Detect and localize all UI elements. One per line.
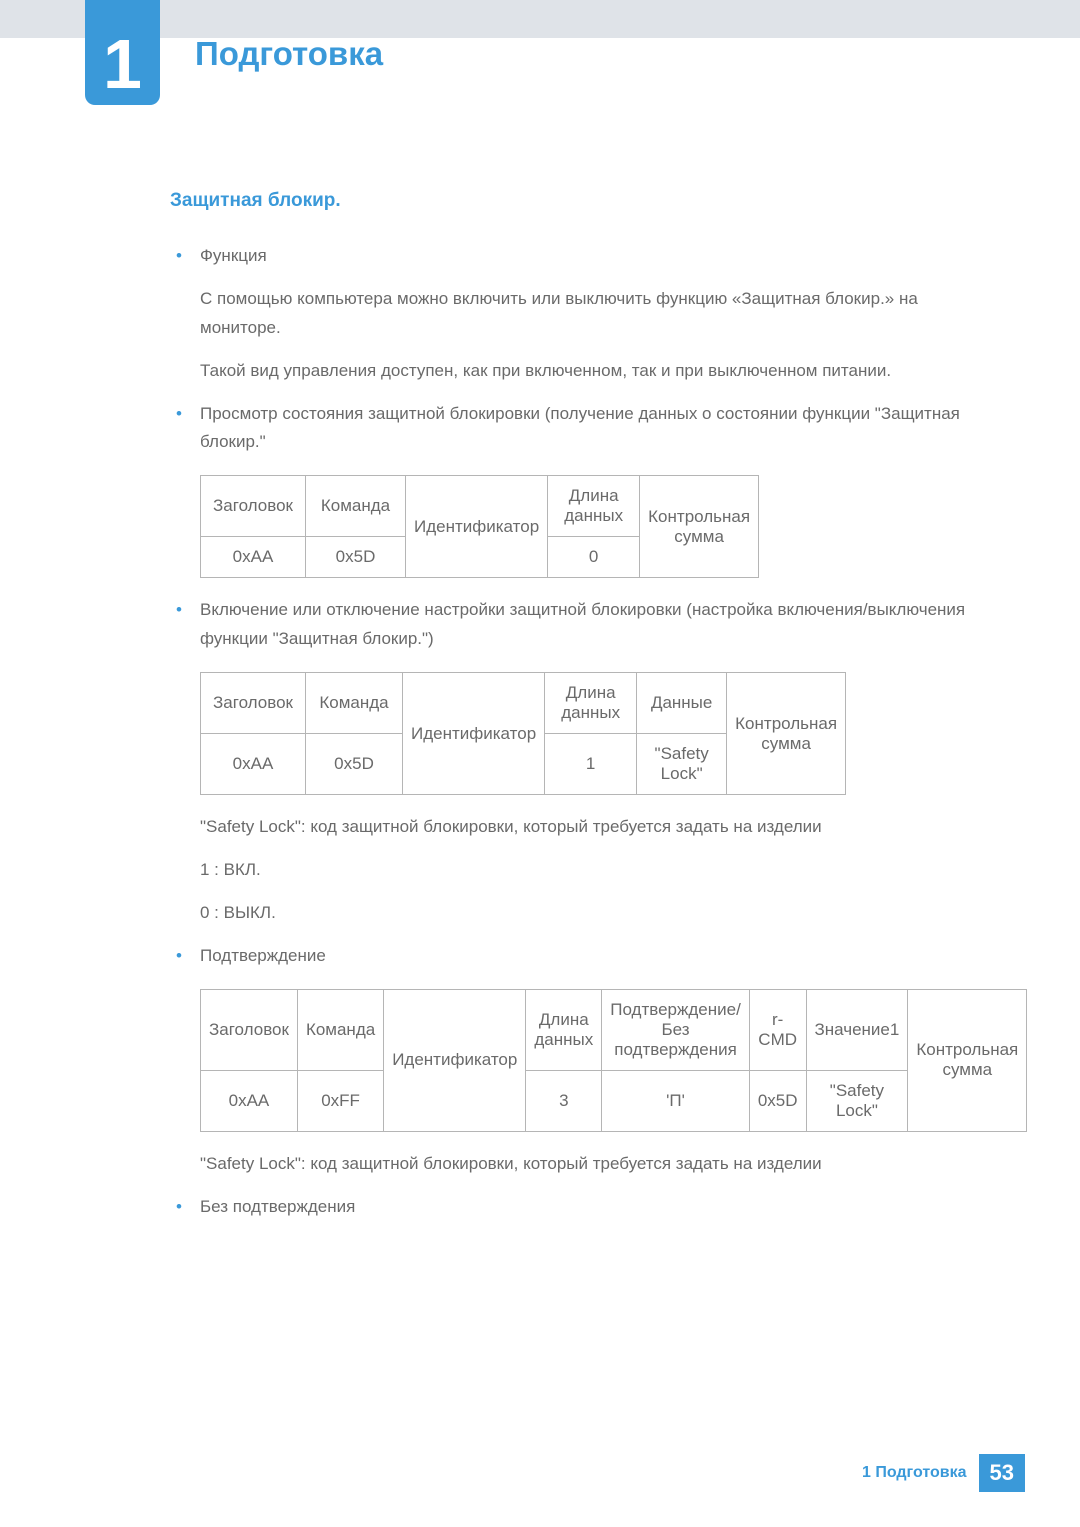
table-set: Заголовок Команда Идентификатор Длина да… (200, 672, 846, 795)
section-heading: Защитная блокир. (170, 190, 970, 212)
cell: Длина данных (526, 989, 602, 1070)
bullet-function: Функция (170, 242, 970, 271)
bullet-ack: Подтверждение (170, 942, 970, 971)
bullet-nak: Без подтверждения (170, 1193, 970, 1222)
cell: 'П' (602, 1070, 750, 1131)
cell: Контрольная сумма (908, 989, 1027, 1131)
chapter-badge: 1 (85, 0, 160, 105)
page-number: 53 (979, 1454, 1025, 1492)
cell: Контрольная сумма (640, 476, 759, 578)
cell: 0x5D (749, 1070, 806, 1131)
cell: Идентификатор (406, 476, 548, 578)
cell: Данные (637, 673, 727, 734)
footer-text: 1 Подготовка (862, 1464, 967, 1482)
cell: Длина данных (545, 673, 637, 734)
table-view: Заголовок Команда Идентификатор Длина да… (200, 475, 759, 578)
cell: Команда (297, 989, 383, 1070)
cell: 0x5D (306, 734, 403, 795)
cell: 3 (526, 1070, 602, 1131)
cell: "Safety Lock" (637, 734, 727, 795)
bullet-view: Просмотр состояния защитной блокировки (… (170, 400, 970, 458)
page-content: Защитная блокир. Функция С помощью компь… (170, 190, 970, 1235)
cell: 0xAA (201, 537, 306, 578)
header-bar (0, 0, 1080, 38)
cell: 0x5D (306, 537, 406, 578)
chapter-number: 1 (103, 29, 142, 99)
footer: 1 Подготовка 53 (862, 1454, 1025, 1492)
cell: Заголовок (201, 476, 306, 537)
text-v1: 1 : ВКЛ. (170, 856, 970, 885)
table-row: Заголовок Команда Идентификатор Длина да… (201, 476, 759, 537)
text-v0: 0 : ВЫКЛ. (170, 899, 970, 928)
cell: r-CMD (749, 989, 806, 1070)
bullet-set: Включение или отключение настройки защит… (170, 596, 970, 654)
text-note1: "Safety Lock": код защитной блокировки, … (170, 813, 970, 842)
cell: 1 (545, 734, 637, 795)
cell: 0xAA (201, 1070, 298, 1131)
cell: Контрольная сумма (727, 673, 846, 795)
cell: 0xFF (297, 1070, 383, 1131)
cell: Заголовок (201, 673, 306, 734)
cell: 0 (548, 537, 640, 578)
cell: Значение1 (806, 989, 908, 1070)
text-desc1: С помощью компьютера можно включить или … (170, 285, 970, 343)
table-row: Заголовок Команда Идентификатор Длина да… (201, 673, 846, 734)
cell: Идентификатор (384, 989, 526, 1131)
text-desc2: Такой вид управления доступен, как при в… (170, 357, 970, 386)
chapter-title: Подготовка (195, 35, 383, 73)
cell: Идентификатор (403, 673, 545, 795)
cell: Длина данных (548, 476, 640, 537)
table-row: 0xAA 0xFF 3 'П' 0x5D "Safety Lock" (201, 1070, 1027, 1131)
text-note2: "Safety Lock": код защитной блокировки, … (170, 1150, 970, 1179)
cell: 0xAA (201, 734, 306, 795)
table-ack: Заголовок Команда Идентификатор Длина да… (200, 989, 1027, 1132)
cell: Команда (306, 673, 403, 734)
table-row: Заголовок Команда Идентификатор Длина да… (201, 989, 1027, 1070)
cell: "Safety Lock" (806, 1070, 908, 1131)
cell: Команда (306, 476, 406, 537)
cell: Подтверждение/Без подтверждения (602, 989, 750, 1070)
cell: Заголовок (201, 989, 298, 1070)
